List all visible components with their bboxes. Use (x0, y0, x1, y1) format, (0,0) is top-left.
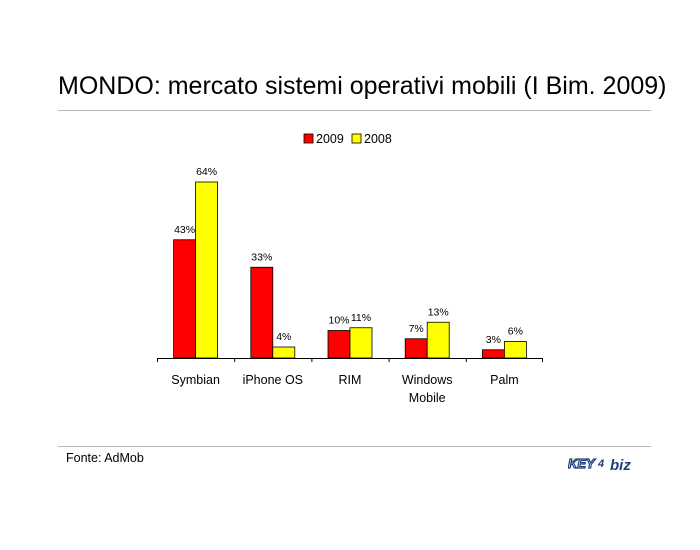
category-label-3: Mobile (409, 391, 446, 405)
legend-label-2009: 2009 (316, 132, 344, 146)
bar-2008-2 (349, 327, 373, 359)
bar-2008-4 (503, 341, 527, 359)
key4biz-logo: KEY 4 biz (568, 455, 631, 474)
data-label-2008-2: 11% (351, 312, 371, 324)
data-label-2009-1: 33% (251, 251, 272, 263)
legend-swatch-2009 (303, 133, 314, 144)
category-label-0: Symbian (171, 373, 220, 387)
data-label-2009-3: 7% (409, 323, 424, 335)
footer-divider (58, 446, 651, 447)
logo-biz-text: biz (610, 457, 631, 474)
source-note: Fonte: AdMob (66, 451, 144, 465)
bar-2009-4 (481, 349, 505, 359)
category-label-4: Palm (490, 373, 518, 387)
bar-2009-3 (404, 338, 428, 359)
x-axis: Symbian iPhone OS RIM Windows Mobile Palm (157, 358, 543, 405)
bar-2008-0 (195, 181, 219, 359)
bar-2009-1 (250, 266, 274, 359)
bar-chart: 2009 2008 43% 64% 33% 4% 10% 11% 7% 13% 3% 6% Symb… (157, 132, 543, 405)
data-label-2009-2: 10% (328, 315, 349, 327)
legend-swatch-2008 (351, 133, 362, 144)
category-label-1: iPhone OS (243, 373, 303, 387)
legend-label-2008: 2008 (364, 132, 392, 146)
bar-2009-2 (327, 330, 351, 359)
data-label-2008-1: 4% (276, 331, 291, 343)
data-label-2008-0: 64% (196, 166, 217, 178)
data-label-2008-4: 6% (508, 326, 523, 338)
category-label-2: RIM (339, 373, 362, 387)
data-label-2009-4: 3% (486, 334, 501, 346)
category-label-3: Windows (402, 373, 453, 387)
data-label-2008-3: 13% (428, 306, 449, 318)
title-divider (58, 110, 651, 111)
logo-key-text: KEY (568, 456, 596, 471)
chart-legend: 2009 2008 (303, 132, 392, 146)
data-label-2009-0: 43% (174, 224, 195, 236)
bar-2009-0 (173, 239, 197, 359)
chart-bars: 43% 64% 33% 4% 10% 11% 7% 13% 3% 6% (173, 166, 527, 359)
chart-title: MONDO: mercato sistemi operativi mobili … (58, 72, 667, 100)
bar-2008-3 (426, 321, 450, 359)
logo-four-text: 4 (597, 458, 604, 470)
bar-2008-1 (272, 346, 296, 359)
